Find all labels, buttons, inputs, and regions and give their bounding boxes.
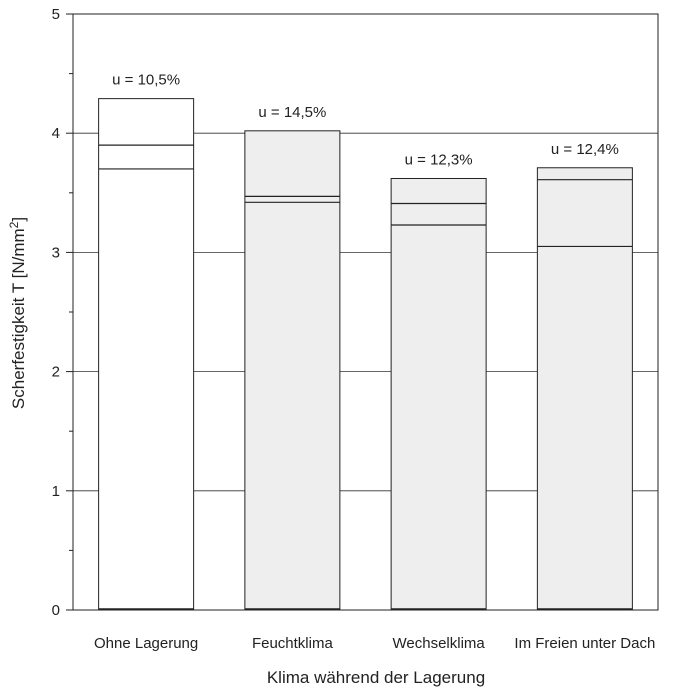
bar-0-moisture-label: u = 10,5% <box>112 72 180 89</box>
y-tick-label-5: 5 <box>52 6 60 23</box>
y-axis-title-tail: ] <box>9 217 28 222</box>
y-tick-label-1: 1 <box>52 483 60 500</box>
x-axis-title: Klima während der Lagerung <box>267 668 485 687</box>
bar-2-moisture-label: u = 12,3% <box>405 151 473 168</box>
x-category-label-1: Feuchtklima <box>252 635 334 652</box>
y-tick-label-4: 4 <box>52 125 60 142</box>
bars <box>99 99 633 610</box>
bar-1-moisture-label: u = 14,5% <box>258 104 326 121</box>
y-axis-title: Scherfestigkeit T [N/mm2] <box>7 217 28 409</box>
y-tick-label-2: 2 <box>52 364 60 381</box>
bar-2 <box>391 178 486 610</box>
y-tick-label-0: 0 <box>52 602 60 619</box>
x-category-label-2: Wechselklima <box>393 635 486 652</box>
bar-3 <box>537 168 632 610</box>
y-tick-label-3: 3 <box>52 244 60 261</box>
x-category-label-3: Im Freien unter Dach <box>514 635 655 652</box>
x-category-label-0: Ohne Lagerung <box>94 635 198 652</box>
y-axis-title-main: Scherfestigkeit T [N/mm <box>9 228 28 409</box>
bar-0 <box>99 99 194 610</box>
bar-3-moisture-label: u = 12,4% <box>551 141 619 158</box>
